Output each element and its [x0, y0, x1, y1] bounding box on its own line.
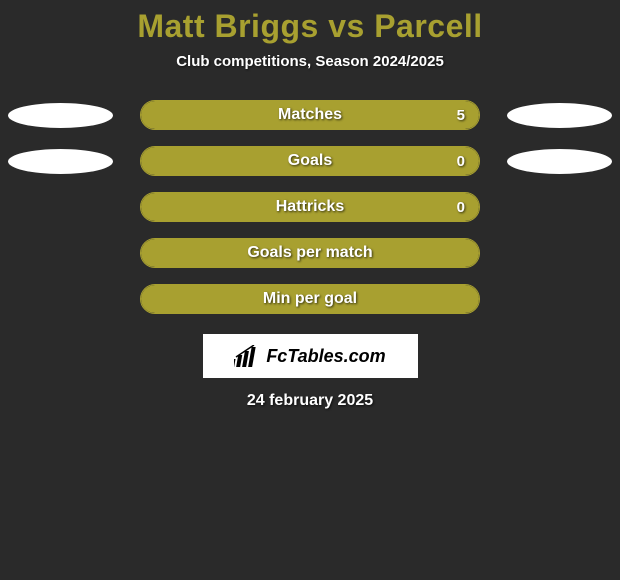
stat-value: 0 — [457, 193, 465, 221]
player-ellipse-right — [507, 149, 612, 174]
stat-label: Goals per match — [141, 239, 479, 267]
stat-bar: Hattricks0 — [140, 192, 480, 222]
player-ellipse-left — [8, 149, 113, 174]
stat-row: Goals0 — [0, 146, 620, 176]
stat-row: Matches5 — [0, 100, 620, 130]
logo-text: FcTables.com — [266, 346, 385, 367]
date-text: 24 february 2025 — [247, 392, 373, 410]
stat-bar: Goals per match — [140, 238, 480, 268]
stat-value: 0 — [457, 147, 465, 175]
stat-rows: Matches5Goals0Hattricks0Goals per matchM… — [0, 100, 620, 314]
stat-value: 5 — [457, 101, 465, 129]
logo-box: FcTables.com — [203, 334, 418, 378]
player-ellipse-right — [507, 103, 612, 128]
stat-bar: Matches5 — [140, 100, 480, 130]
stat-label: Matches — [141, 101, 479, 129]
stat-label: Hattricks — [141, 193, 479, 221]
subtitle: Club competitions, Season 2024/2025 — [176, 53, 444, 70]
page-title: Matt Briggs vs Parcell — [137, 8, 482, 45]
bar-chart-icon — [234, 345, 260, 367]
player-ellipse-left — [8, 103, 113, 128]
infographic-container: Matt Briggs vs Parcell Club competitions… — [0, 0, 620, 410]
stat-row: Hattricks0 — [0, 192, 620, 222]
stat-bar: Min per goal — [140, 284, 480, 314]
stat-row: Min per goal — [0, 284, 620, 314]
stat-row: Goals per match — [0, 238, 620, 268]
stat-label: Goals — [141, 147, 479, 175]
stat-label: Min per goal — [141, 285, 479, 313]
stat-bar: Goals0 — [140, 146, 480, 176]
